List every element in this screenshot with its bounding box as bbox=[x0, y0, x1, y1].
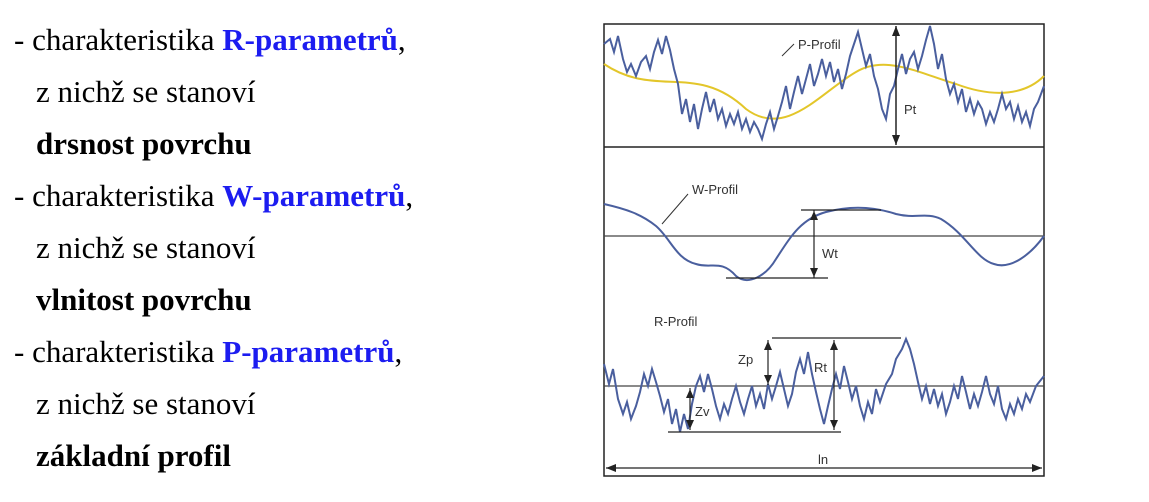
pt-arrow-bottom bbox=[892, 135, 900, 145]
item-w-result: vlnitost povrchu bbox=[36, 282, 252, 317]
diagram-frame bbox=[603, 23, 1045, 477]
item-w-line1: - charakteristika W-parametrů, bbox=[14, 170, 413, 222]
p-label-leader bbox=[781, 43, 795, 57]
zp-arrow-bottom bbox=[764, 375, 772, 384]
item-r-keyword: R-parametrů bbox=[222, 22, 398, 57]
zv-label: Zv bbox=[695, 404, 710, 419]
p-profil-label: P-Profil bbox=[798, 37, 841, 52]
wt-arrow-bottom bbox=[810, 268, 818, 277]
item-w-prefix: - charakteristika bbox=[14, 178, 223, 213]
item-r-prefix: - charakteristika bbox=[14, 22, 223, 57]
item-w-suffix: , bbox=[405, 178, 414, 213]
rt-arrow-top bbox=[830, 341, 838, 350]
item-p-line1: - charakteristika P-parametrů, bbox=[14, 326, 413, 378]
item-w-line2: z nichž se stanoví bbox=[36, 230, 256, 265]
item-r-line1: - charakteristika R-parametrů, bbox=[14, 14, 413, 66]
profile-diagram: P-Profil Pt W-Profil Wt R-Profil Zp Rt Z… bbox=[603, 23, 1045, 477]
pt-arrow-top bbox=[892, 26, 900, 36]
p-mean-line bbox=[603, 63, 1045, 120]
wt-label: Wt bbox=[822, 246, 838, 261]
item-p-result: základní profil bbox=[36, 438, 231, 473]
zv-arrow-bottom bbox=[686, 420, 694, 429]
zp-arrow-top bbox=[764, 341, 772, 350]
item-p-prefix: - charakteristika bbox=[14, 334, 223, 369]
item-p-keyword: P-parametrů bbox=[222, 334, 395, 369]
ln-label: ln bbox=[818, 452, 828, 467]
r-profil-label: R-Profil bbox=[654, 314, 697, 329]
ln-arrow-right bbox=[1032, 464, 1042, 472]
r-profile-curve bbox=[603, 336, 1045, 433]
item-r-suffix: , bbox=[397, 22, 406, 57]
rt-label: Rt bbox=[814, 360, 827, 375]
item-w-keyword: W-parametrů bbox=[222, 178, 406, 213]
rt-arrow-bottom bbox=[830, 420, 838, 429]
item-p-suffix: , bbox=[394, 334, 403, 369]
pt-label: Pt bbox=[904, 102, 917, 117]
item-r-result: drsnost povrchu bbox=[36, 126, 252, 161]
text-block: - charakteristika R-parametrů, z nichž s… bbox=[14, 14, 413, 482]
zv-arrow-top bbox=[686, 389, 694, 398]
w-profil-label: W-Profil bbox=[692, 182, 738, 197]
item-r-line2: z nichž se stanoví bbox=[36, 74, 256, 109]
ln-arrow-left bbox=[606, 464, 616, 472]
w-profile-curve bbox=[603, 203, 1045, 281]
w-label-leader bbox=[661, 193, 689, 225]
zp-label: Zp bbox=[738, 352, 753, 367]
wt-arrow-top bbox=[810, 211, 818, 220]
item-p-line2: z nichž se stanoví bbox=[36, 386, 256, 421]
p-profile-curve bbox=[603, 25, 1045, 143]
